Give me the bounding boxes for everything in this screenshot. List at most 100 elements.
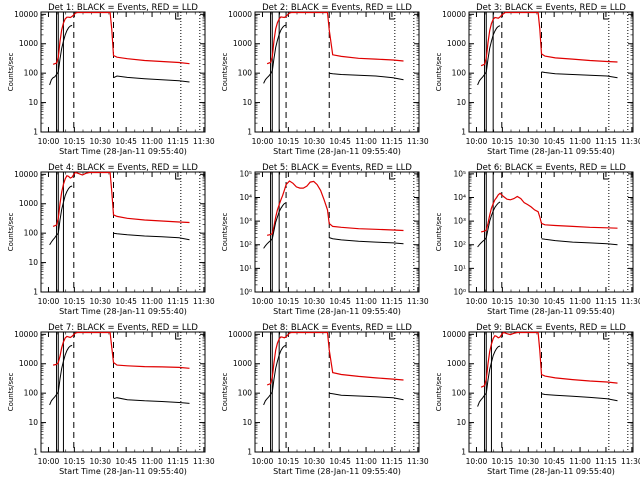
- x-tick-label: 11:15: [595, 297, 617, 306]
- y-tick-label: 10: [242, 418, 252, 427]
- events-series-line: [541, 238, 618, 246]
- x-axis-label: Start Time (28-Jan-11 09:55:40): [487, 467, 615, 476]
- y-tick-label: 1000: [19, 359, 38, 368]
- y-tick-label: 10¹: [453, 264, 466, 273]
- lld-series-line: [266, 331, 404, 386]
- x-tick-label: 11:00: [355, 297, 377, 306]
- x-tick-label: 10:00: [38, 137, 60, 146]
- detector-panel-9: 1 10 100 1000 10000 10:00 10:15 10:30 10:45 11:00…: [435, 323, 640, 476]
- y-tick-label: 10000: [14, 10, 38, 19]
- x-tick-label: 10:15: [492, 137, 514, 146]
- lld-series-line: [480, 192, 618, 233]
- events-series-line: [113, 397, 190, 404]
- x-tick-label: 10:00: [466, 137, 488, 146]
- x-tick-label: 10:45: [115, 457, 137, 466]
- events-series-line: [329, 392, 404, 401]
- panel-title: Det 4: BLACK = Events, RED = LLD: [48, 163, 198, 173]
- events-series-line: [49, 24, 73, 86]
- y-tick-label: 1000: [19, 39, 38, 48]
- x-tick-label: 10:45: [115, 137, 137, 146]
- x-tick-label: 11:00: [141, 297, 163, 306]
- x-axis-label: Start Time (28-Jan-11 09:55:40): [487, 147, 615, 156]
- x-tick-label: 11:30: [193, 297, 215, 306]
- x-tick-label: 10:00: [252, 457, 274, 466]
- detector-panel-6: 10⁰ 10¹ 10² 10³ 10⁴ 10⁵ 10:00 10:15 10:30 10:45 11…: [435, 163, 640, 316]
- lld-series-line: [52, 171, 190, 227]
- x-tick-label: 10:30: [89, 457, 111, 466]
- detector-panel-3: 1 10 100 1000 10000 10:00 10:15 10:30 10:45 11:00…: [435, 3, 640, 156]
- x-tick-label: 10:30: [303, 457, 325, 466]
- x-tick-label: 10:30: [303, 297, 325, 306]
- x-tick-label: 11:00: [355, 457, 377, 466]
- y-tick-label: 10⁰: [239, 288, 252, 297]
- y-tick-label: 100: [452, 389, 467, 398]
- y-tick-label: 1: [461, 448, 466, 457]
- y-tick-label: 10²: [453, 240, 466, 249]
- x-tick-label: 11:15: [381, 137, 403, 146]
- x-tick-label: 11:00: [569, 297, 591, 306]
- y-axis-label: Counts/sec: [7, 53, 15, 92]
- y-tick-label: 10⁵: [453, 169, 466, 178]
- y-tick-label: 100: [24, 389, 39, 398]
- y-tick-label: 10: [456, 98, 466, 107]
- x-tick-label: 11:30: [407, 457, 429, 466]
- y-tick-label: 100: [238, 69, 253, 78]
- x-tick-label: 10:00: [252, 137, 274, 146]
- events-series-line: [477, 201, 501, 248]
- plot-frame: [468, 331, 634, 453]
- lld-series-line: [480, 331, 618, 388]
- y-tick-label: 10000: [442, 330, 466, 339]
- plot-frame: [40, 11, 206, 133]
- events-series-line: [49, 185, 73, 246]
- y-axis-label: Counts/sec: [435, 373, 443, 412]
- panel-title: Det 1: BLACK = Events, RED = LLD: [48, 3, 198, 13]
- x-tick-label: 10:15: [492, 297, 514, 306]
- y-tick-label: 10: [28, 418, 38, 427]
- corner-marker: [603, 13, 609, 20]
- detector-panel-1: 1 10 100 1000 10000 10:00 10:15 10:30 10:45 11:00…: [7, 3, 215, 156]
- y-tick-label: 1000: [233, 359, 252, 368]
- detector-panel-8: 1 10 100 1000 10000 10:00 10:15 10:30 10:45 11:00…: [221, 323, 429, 476]
- y-tick-label: 1000: [19, 199, 38, 208]
- x-tick-label: 10:30: [517, 137, 539, 146]
- x-tick-label: 11:00: [141, 137, 163, 146]
- x-tick-label: 10:15: [64, 137, 86, 146]
- x-tick-label: 10:45: [329, 457, 351, 466]
- y-tick-label: 1: [33, 128, 38, 137]
- lld-series-line: [52, 11, 190, 65]
- corner-marker: [603, 333, 609, 340]
- x-tick-label: 11:30: [621, 457, 640, 466]
- x-axis-label: Start Time (28-Jan-11 09:55:40): [273, 467, 401, 476]
- x-axis-label: Start Time (28-Jan-11 09:55:40): [59, 467, 187, 476]
- corner-marker: [389, 173, 395, 180]
- x-tick-label: 10:15: [278, 297, 300, 306]
- lld-series-line: [52, 331, 190, 369]
- x-axis-label: Start Time (28-Jan-11 09:55:40): [59, 147, 187, 156]
- y-tick-label: 10⁰: [453, 288, 466, 297]
- y-axis-label: Counts/sec: [435, 213, 443, 252]
- y-tick-label: 10000: [14, 170, 38, 179]
- y-tick-label: 10³: [239, 217, 252, 226]
- x-tick-label: 10:45: [329, 137, 351, 146]
- y-tick-label: 10000: [228, 10, 252, 19]
- y-tick-label: 10¹: [239, 264, 252, 273]
- x-tick-label: 11:00: [355, 137, 377, 146]
- x-tick-label: 10:00: [466, 457, 488, 466]
- x-tick-label: 11:15: [167, 457, 189, 466]
- y-tick-label: 10: [456, 418, 466, 427]
- events-series-line: [541, 393, 618, 402]
- lld-series-line: [480, 11, 618, 67]
- detector-panel-5: 10⁰ 10¹ 10² 10³ 10⁴ 10⁵ 10:00 10:15 10:30 10:45 11…: [221, 163, 429, 316]
- panel-title: Det 3: BLACK = Events, RED = LLD: [476, 3, 626, 13]
- y-tick-label: 10⁴: [239, 193, 252, 202]
- y-axis-label: Counts/sec: [221, 373, 229, 412]
- y-tick-label: 100: [24, 229, 39, 238]
- y-tick-label: 1000: [447, 39, 466, 48]
- y-tick-label: 1000: [233, 39, 252, 48]
- corner-marker: [389, 13, 395, 20]
- x-tick-label: 10:45: [543, 297, 565, 306]
- plot-frame: [40, 331, 206, 453]
- corner-marker: [175, 333, 181, 340]
- panel-title: Det 7: BLACK = Events, RED = LLD: [48, 323, 198, 333]
